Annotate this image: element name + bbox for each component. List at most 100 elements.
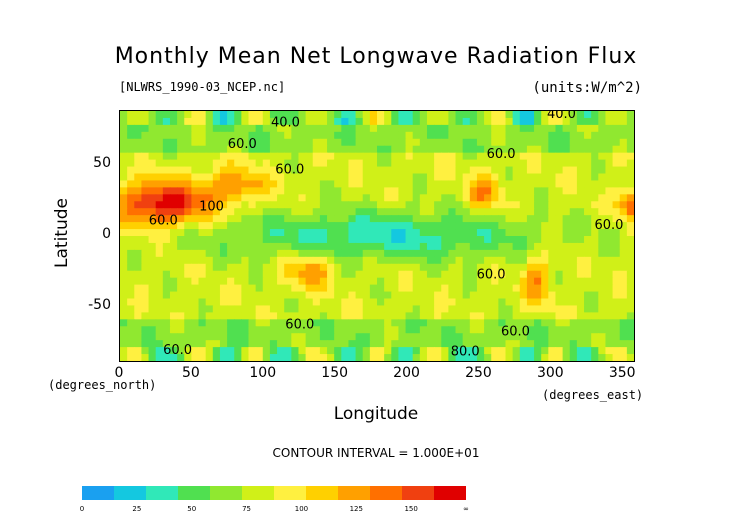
heatmap-cell [576,249,585,258]
heatmap-cell [134,333,143,341]
heatmap-cell [127,194,135,202]
heatmap-cell [526,208,535,216]
heatmap-cell [205,229,214,237]
heatmap-cell [484,256,492,265]
heatmap-cell [348,326,357,334]
heatmap-cell [284,319,292,327]
heatmap-cell [248,270,257,279]
heatmap-cell [355,263,364,272]
heatmap-cell [334,354,342,361]
heatmap-cell [519,117,528,126]
heatmap-cell [484,312,492,320]
heatmap-cell [576,124,585,133]
heatmap-cell [212,312,221,320]
heatmap-cell [355,166,364,175]
heatmap-cell [277,277,285,286]
heatmap-cell [155,270,164,279]
heatmap-cell [262,291,271,300]
heatmap-cell [298,145,307,154]
heatmap-cell [334,326,342,334]
heatmap-cell [626,298,634,307]
heatmap-cell [141,277,150,286]
heatmap-cell [619,111,628,119]
heatmap-cell [476,166,485,175]
heatmap-cell [269,263,278,272]
heatmap-cell [398,222,407,230]
heatmap-cell [191,263,200,272]
heatmap-cell [455,291,464,300]
heatmap-cell [355,340,364,348]
heatmap-cell [498,208,507,216]
heatmap-cell [484,111,492,119]
heatmap-cell [262,131,271,140]
heatmap-cell [148,249,157,258]
heatmap-cell [476,284,485,293]
heatmap-cell [241,236,250,244]
y-tick-label: 0 [102,226,111,242]
heatmap-cell [198,111,207,119]
heatmap-cell [426,194,435,202]
heatmap-cell [177,236,185,244]
heatmap-cell [162,229,171,237]
heatmap-cell [448,117,457,126]
heatmap-cell [498,201,507,209]
heatmap-cell [569,333,578,341]
heatmap-cell [291,138,300,147]
heatmap-cell [619,256,628,265]
heatmap-cell [534,284,542,293]
heatmap-cell [384,263,392,272]
heatmap-cell [569,236,578,244]
heatmap-cell [448,222,457,230]
heatmap-cell [120,229,128,237]
heatmap-cell [262,159,271,168]
heatmap-cell [576,305,585,313]
heatmap-cell [541,277,549,286]
heatmap-cell [469,298,478,307]
heatmap-cell [327,152,335,161]
heatmap-cell [334,312,342,320]
heatmap-cell [491,249,499,258]
heatmap-cell [605,145,614,154]
heatmap-cell [277,173,285,182]
heatmap-cell [212,152,221,161]
heatmap-cell [484,242,492,251]
heatmap-cell [391,263,400,272]
heatmap-cell [355,222,364,230]
heatmap-cell [569,159,578,168]
heatmap-cell [584,124,592,133]
heatmap-cell [576,277,585,286]
heatmap-cell [120,291,128,300]
heatmap-cell [562,312,571,320]
heatmap-cell [534,305,542,313]
heatmap-cell [541,111,549,119]
heatmap-cell [405,249,414,258]
heatmap-cell [398,277,407,286]
heatmap-cell [362,152,371,161]
heatmap-cell [298,187,307,195]
heatmap-cell [134,242,143,251]
heatmap-cell [212,117,221,126]
heatmap-cell [391,256,400,265]
heatmap-cell [177,180,185,188]
heatmap-cell [284,208,292,216]
heatmap-cell [384,131,392,140]
heatmap-cell [512,298,521,307]
heatmap-cell [148,166,157,175]
heatmap-cell [498,354,507,361]
heatmap-cell [120,270,128,279]
heatmap-cell [584,131,592,140]
heatmap-cell [455,284,464,293]
heatmap-cell [369,284,378,293]
heatmap-cell [426,298,435,307]
heatmap-cell [262,111,271,119]
heatmap-cell [334,124,342,133]
y-tick-label: -50 [88,297,111,314]
heatmap-cell [305,333,314,341]
heatmap-cell [341,298,350,307]
heatmap-cell [605,117,614,126]
heatmap-cell [219,131,228,140]
heatmap-cell [255,270,264,279]
heatmap-cell [591,354,599,361]
heatmap-cell [391,298,400,307]
heatmap-cell [134,263,143,272]
